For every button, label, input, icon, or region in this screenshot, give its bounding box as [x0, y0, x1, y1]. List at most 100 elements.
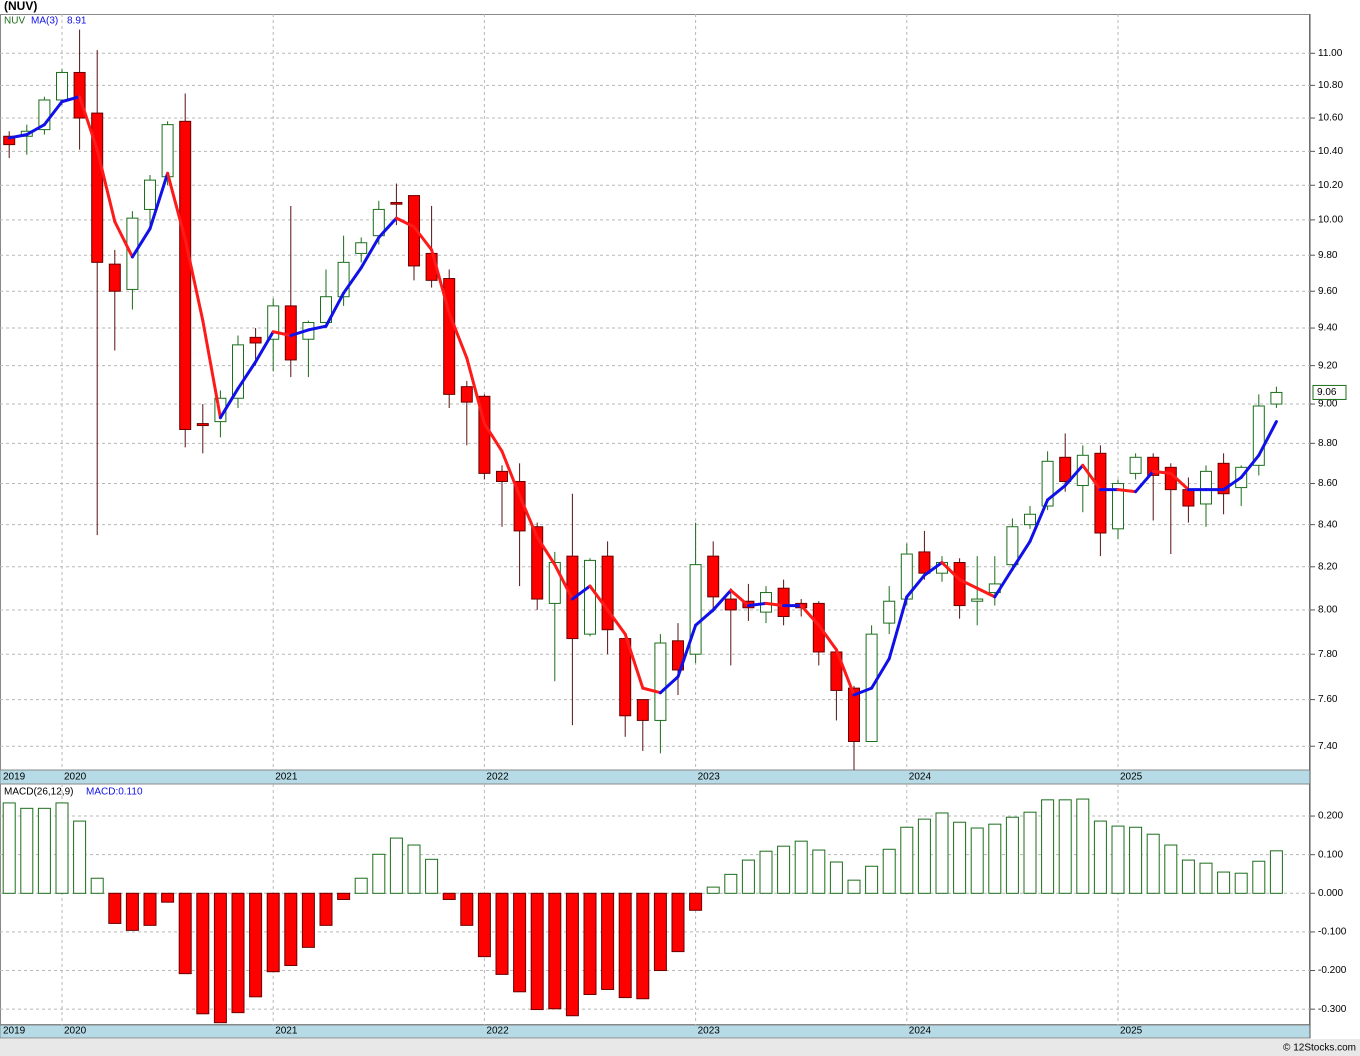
ma-segment [711, 588, 733, 612]
macd-bar [1217, 871, 1231, 894]
y-tick-label: 9.20 [1318, 360, 1338, 371]
y-tick-label: 0.200 [1318, 811, 1343, 822]
ma-segment [658, 675, 680, 695]
chart-title: (NUV) [4, 0, 37, 13]
ma-segment [1239, 453, 1261, 479]
ma-segment [377, 216, 398, 239]
ma-segment [1116, 488, 1138, 494]
ma-segment [570, 584, 592, 601]
ma-segment [342, 266, 363, 295]
macd-bar [284, 892, 298, 967]
macd-bar [1023, 811, 1037, 894]
y-tick-label: 9.60 [1318, 286, 1338, 297]
ma-segment [1010, 539, 1032, 571]
y-tick-label: 8.60 [1318, 478, 1338, 489]
last-price-box [1312, 384, 1347, 400]
macd-name: MACD(26,12,9) [4, 787, 73, 798]
macd-bar [513, 892, 527, 993]
macd-bar [425, 858, 439, 894]
y-tick-label: -0.300 [1318, 1004, 1347, 1015]
candle-body [672, 640, 684, 671]
ma-segment [500, 449, 522, 498]
ma-segment [905, 573, 926, 599]
candle-body [707, 555, 720, 598]
candle-body [1252, 405, 1265, 466]
ma-segment [42, 100, 64, 127]
ma-segment [254, 330, 275, 364]
macd-bar [1234, 872, 1248, 894]
macd-bar [55, 802, 69, 894]
macd-bar [548, 892, 562, 1010]
macd-bar [689, 892, 703, 911]
ma-segment [1151, 469, 1173, 475]
macd-bar [970, 827, 984, 894]
candle-body [496, 470, 508, 482]
macd-bar [442, 892, 456, 900]
ma-segment [412, 225, 434, 252]
candle-body [636, 699, 649, 721]
macd-bar [319, 892, 333, 926]
macd-bar [337, 892, 351, 900]
legend-symbol: NUV [4, 16, 25, 27]
candle-body [971, 598, 984, 602]
ma-segment [993, 567, 1014, 599]
candle-body [320, 296, 332, 323]
ma-segment [817, 623, 838, 652]
ma-segment [271, 330, 293, 337]
y-tick-label: 10.00 [1318, 215, 1343, 226]
candle-body [1129, 456, 1142, 474]
y-tick-label: -0.200 [1318, 965, 1347, 976]
ma-segment [1257, 420, 1278, 457]
candle-body [460, 386, 473, 403]
ma-segment [324, 291, 346, 328]
ma-segment [694, 608, 715, 627]
ma-segment [799, 604, 821, 627]
macd-bar [108, 892, 122, 924]
macd-bar [1093, 820, 1107, 894]
candle-body [601, 555, 614, 631]
x-tick-label: 2024 [909, 1026, 932, 1037]
x-tick-label: 2022 [486, 1026, 509, 1037]
footer-band [0, 1039, 1360, 1056]
ma-segment [201, 319, 222, 420]
macd-bar [530, 892, 544, 1011]
macd-bar [389, 837, 403, 894]
macd-bar [618, 892, 632, 999]
ma-segment [1169, 471, 1190, 492]
candle-body [689, 564, 702, 655]
ma-segment [359, 235, 381, 270]
macd-bar [1199, 862, 1213, 894]
y-tick-label: 7.80 [1318, 649, 1338, 660]
candle-body [883, 600, 896, 624]
y-tick-label: 9.40 [1318, 323, 1338, 334]
candle-body [196, 423, 209, 427]
date-band [0, 1024, 1311, 1039]
ma-segment [306, 324, 328, 332]
ma-segment [218, 387, 240, 420]
macd-bar [1005, 816, 1019, 894]
ma-segment [430, 248, 451, 315]
candle-body [1024, 513, 1036, 526]
x-tick-label: 2020 [64, 772, 87, 783]
x-tick-label: 2022 [486, 772, 509, 783]
candle-body [443, 278, 456, 395]
macd-bar [601, 892, 615, 990]
y-tick-label: 8.80 [1318, 438, 1338, 449]
x-tick-label: 2025 [1120, 772, 1143, 783]
y-tick-label: 11.00 [1318, 48, 1343, 59]
ma-segment [588, 584, 610, 612]
y-tick-label: 10.20 [1318, 180, 1343, 191]
ma-segment [25, 123, 46, 137]
candle-body [548, 562, 561, 604]
candle-body [1112, 483, 1124, 530]
ma-segment [834, 648, 856, 697]
ma-segment [289, 328, 310, 337]
ma-segment [870, 657, 891, 690]
y-tick-label: 7.60 [1318, 694, 1338, 705]
macd-bar [812, 849, 826, 894]
candle-body [355, 242, 368, 254]
ma-segment [130, 227, 152, 259]
macd-bar [1129, 826, 1143, 894]
macd-bar [372, 853, 386, 894]
macd-bar [178, 892, 192, 975]
